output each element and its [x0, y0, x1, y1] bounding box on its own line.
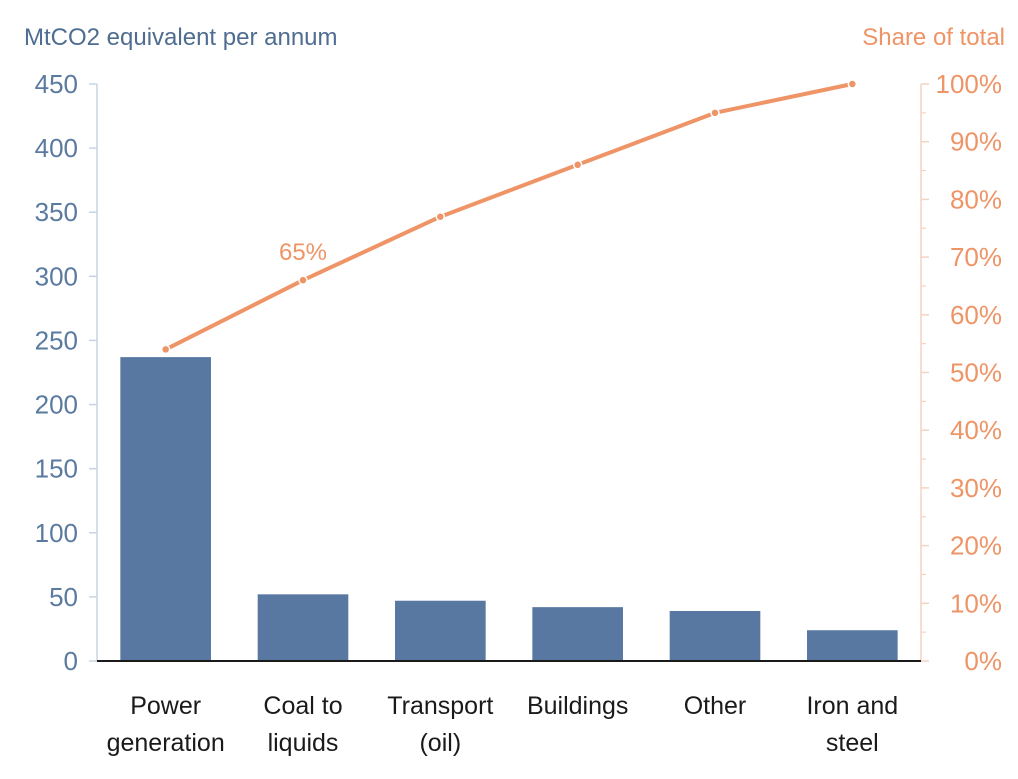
left-tick-label: 400 — [35, 133, 78, 163]
bar — [532, 607, 623, 661]
right-tick-label: 80% — [950, 184, 1002, 214]
bar — [257, 594, 349, 661]
x-tick-label: Transport (oil) — [387, 692, 493, 757]
right-tick-label: 40% — [950, 415, 1002, 445]
line-point — [847, 79, 858, 89]
right-y-axis: 0% 10% 20% 30% 40% 50% 60% 70% 80% 90% 100% — [920, 69, 1003, 676]
line-point — [160, 344, 171, 355]
left-axis-title: MtCO2 equivalent per annum — [24, 24, 338, 51]
right-tick-label: 20% — [950, 531, 1002, 561]
bar — [807, 630, 898, 661]
x-tick-label: Coal to liquids — [263, 692, 342, 757]
bar — [395, 600, 486, 661]
right-tick-label: 30% — [950, 473, 1002, 503]
right-tick-label: 90% — [950, 127, 1002, 157]
left-tick-label: 50 — [49, 582, 78, 612]
right-tick-label: 50% — [950, 358, 1002, 388]
bar — [120, 357, 211, 661]
x-tick-label: Iron and steel — [806, 692, 898, 757]
line-annotation: 65% — [279, 239, 327, 266]
left-tick-label: 350 — [35, 197, 78, 227]
line-point — [572, 160, 583, 170]
left-tick-label: 100 — [35, 518, 78, 548]
line-point — [298, 275, 308, 285]
x-tick-label: Power generation — [107, 692, 225, 757]
left-tick-label: 0 — [64, 646, 78, 676]
line-point — [710, 108, 720, 118]
left-tick-label: 150 — [35, 454, 78, 484]
line-path — [164, 82, 853, 352]
right-axis-title: Share of total — [862, 24, 1005, 51]
left-tick-label: 450 — [35, 69, 78, 99]
x-tick-label: Buildings — [527, 692, 628, 720]
right-tick-label: 0% — [964, 646, 1002, 676]
bar-series — [120, 357, 898, 661]
right-tick-label: 70% — [950, 242, 1002, 272]
right-tick-label: 60% — [950, 300, 1002, 330]
left-tick-label: 300 — [35, 261, 78, 291]
right-tick-label: 10% — [950, 588, 1002, 618]
x-axis: Power generation Coal to liquids Transport (o… — [97, 660, 921, 757]
left-tick-label: 200 — [35, 390, 78, 420]
bar — [669, 610, 761, 661]
x-tick-label: Other — [684, 692, 747, 720]
line-point — [435, 211, 446, 222]
annotations: 65% — [279, 239, 327, 266]
left-y-axis: 0 50 100 150 200 250 300 350 400 450 — [35, 69, 98, 676]
cumulative-share-series — [160, 79, 858, 355]
left-tick-label: 250 — [35, 325, 78, 355]
right-tick-label: 100% — [936, 69, 1003, 99]
